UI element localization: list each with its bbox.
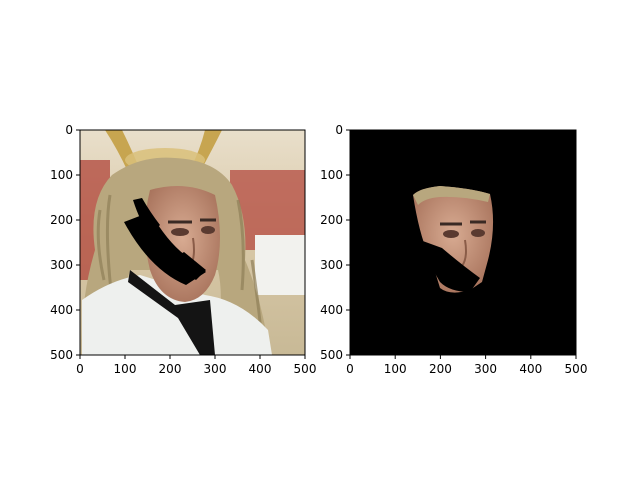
left-y-tick-label: 0 [65, 123, 73, 137]
left-x-tick-label: 400 [249, 362, 272, 376]
right-y-tick-label: 300 [320, 258, 343, 272]
left-x-tick-label: 100 [114, 362, 137, 376]
right-y-tick-label: 500 [320, 348, 343, 362]
left-axes-frame [79, 129, 306, 356]
left-image [80, 130, 305, 355]
right-x-tick-label: 200 [429, 362, 452, 376]
left-image-panel: 0 100 200 300 400 500 0 100 200 300 400 500 [50, 123, 316, 376]
right-y-tick-label: 100 [320, 168, 343, 182]
left-y-axis: 0 100 200 300 400 500 [50, 123, 80, 362]
right-x-axis: 0 100 200 300 400 500 [346, 355, 587, 376]
left-y-tick-label: 400 [50, 303, 73, 317]
left-y-tick-label: 100 [50, 168, 73, 182]
right-x-tick-label: 300 [474, 362, 497, 376]
left-x-tick-label: 0 [76, 362, 84, 376]
left-x-axis: 0 100 200 300 400 500 [76, 355, 316, 376]
left-x-tick-label: 300 [204, 362, 227, 376]
right-x-tick-label: 100 [384, 362, 407, 376]
right-image-panel: 0 100 200 300 400 500 0 100 200 300 400 500 [320, 123, 587, 376]
right-y-tick-label: 400 [320, 303, 343, 317]
right-axes-frame [349, 129, 577, 356]
left-x-tick-label: 500 [294, 362, 317, 376]
right-y-axis: 0 100 200 300 400 500 [320, 123, 350, 362]
right-x-tick-label: 0 [346, 362, 354, 376]
right-y-tick-label: 200 [320, 213, 343, 227]
right-image [350, 130, 576, 355]
right-y-tick-label: 0 [335, 123, 343, 137]
right-x-tick-label: 500 [565, 362, 588, 376]
left-x-tick-label: 200 [159, 362, 182, 376]
left-y-tick-label: 300 [50, 258, 73, 272]
right-x-tick-label: 400 [519, 362, 542, 376]
left-y-tick-label: 200 [50, 213, 73, 227]
left-y-tick-label: 500 [50, 348, 73, 362]
